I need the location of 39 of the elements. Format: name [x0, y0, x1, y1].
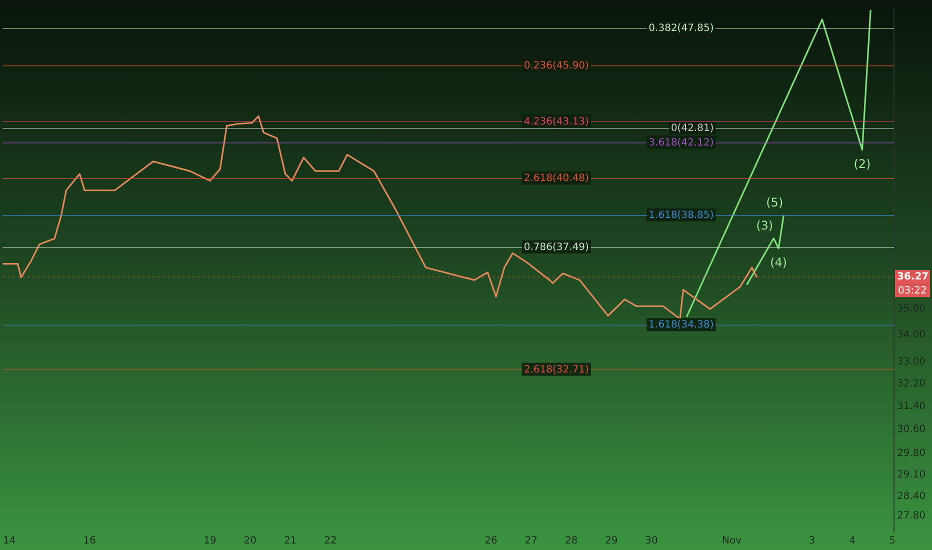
- y-tick-label: 31.40: [897, 401, 926, 412]
- ref-line-label: 2.618(32.71): [524, 364, 590, 376]
- x-tick-label: 22: [324, 536, 337, 547]
- x-tick-label: 27: [524, 536, 538, 547]
- y-tick-label: 29.80: [897, 448, 926, 459]
- y-tick-label: 29.10: [897, 469, 926, 480]
- annotation: (3): [756, 218, 774, 232]
- x-tick-label: 16: [83, 536, 96, 547]
- ref-line-label: 4.236(43.13): [524, 116, 590, 128]
- x-tick-label: 5: [889, 536, 896, 547]
- annotation: (5): [766, 196, 784, 210]
- text: 03:22: [898, 286, 927, 297]
- ref-line-label: 3.618(42.12): [648, 138, 714, 149]
- x-tick-label: 30: [645, 536, 658, 547]
- y-tick-label: 28.40: [897, 491, 926, 502]
- y-tick-label: 27.80: [897, 510, 926, 522]
- x-tick-label: 4: [849, 536, 856, 547]
- x-tick-label: 3: [808, 536, 816, 547]
- x-tick-label: 28: [564, 536, 578, 547]
- x-tick-label: 29: [605, 536, 618, 547]
- x-tick-label: 14: [2, 536, 16, 547]
- y-tick-label: 32.20: [897, 378, 926, 390]
- y-tick-label: 30.60: [897, 424, 926, 436]
- ref-line-label: 0(42.81): [670, 122, 714, 134]
- ref-line-label: 1.618(38.85): [648, 210, 714, 222]
- ref-line-label: 0.382(47.85): [648, 23, 714, 34]
- y-tick-label: 33.00: [897, 356, 926, 368]
- ref-line-label: 0.786(37.49): [524, 242, 590, 253]
- annotation: (4): [770, 255, 788, 270]
- annotation: (2): [854, 156, 871, 171]
- x-tick-label: Nov: [722, 536, 742, 547]
- x-tick-label: 26: [484, 536, 498, 547]
- ref-line-label: 1.618(34.38): [648, 320, 714, 331]
- x-tick-label: 20: [244, 536, 257, 547]
- ref-line-label: 0.236(45.90): [524, 60, 590, 72]
- x-tick-label: 19: [204, 536, 216, 547]
- ref-line-label: 36.27: [897, 272, 929, 283]
- ref-line-label: 2.618(40.48): [524, 173, 590, 184]
- x-tick-label: 21: [284, 536, 297, 547]
